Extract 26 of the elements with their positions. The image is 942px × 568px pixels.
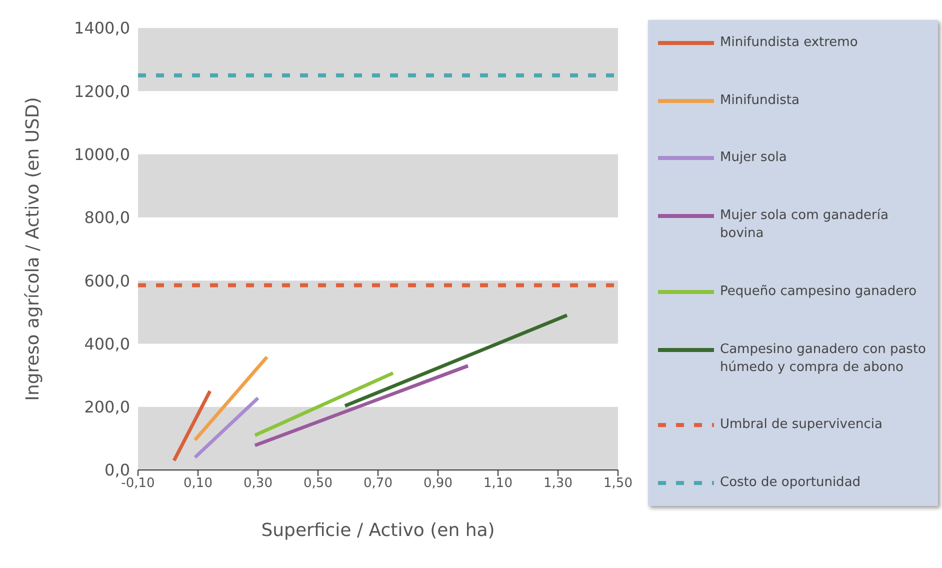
y-tick-label: 600,0 bbox=[84, 271, 130, 290]
legend-label: Mujer sola bbox=[720, 149, 787, 168]
x-tick-label: 0,50 bbox=[304, 476, 332, 492]
x-tick-label: 0,70 bbox=[364, 476, 392, 492]
x-axis-title: Superficie / Activo (en ha) bbox=[261, 520, 495, 541]
y-axis-title: Ingreso agrícola / Activo (en USD) bbox=[22, 97, 44, 401]
y-tick-label: 1400,0 bbox=[74, 18, 130, 38]
legend-label: Costo de oportunidad bbox=[720, 474, 861, 492]
legend-label: Minifundista bbox=[720, 92, 800, 110]
legend-label: Campesino ganadero con pasto húmedo y compra de abono bbox=[720, 340, 928, 377]
x-tick-label: 0,10 bbox=[184, 476, 212, 492]
y-tick-label: 800,0 bbox=[84, 208, 130, 228]
x-tick-label: 1,10 bbox=[484, 476, 512, 492]
legend-label: Minifundista extremo bbox=[720, 34, 858, 52]
x-tick-label: 0,30 bbox=[244, 476, 272, 492]
x-tick-label: 1,30 bbox=[544, 476, 572, 492]
x-tick-label: 1,50 bbox=[604, 476, 632, 492]
y-tick-label: 400,0 bbox=[84, 334, 130, 354]
legend-label: Mujer sola com ganadería bovina bbox=[720, 207, 890, 244]
legend-label: Pequeño campesino ganadero bbox=[720, 282, 917, 301]
y-tick-label: 1000,0 bbox=[74, 144, 130, 164]
legend-label: Umbral de supervivencia bbox=[720, 416, 882, 434]
x-tick-label: 0,90 bbox=[424, 476, 452, 492]
x-tick-label: -0,10 bbox=[121, 476, 155, 492]
y-tick-label: 200,0 bbox=[84, 398, 130, 417]
y-tick-label: 1200,0 bbox=[74, 82, 130, 101]
